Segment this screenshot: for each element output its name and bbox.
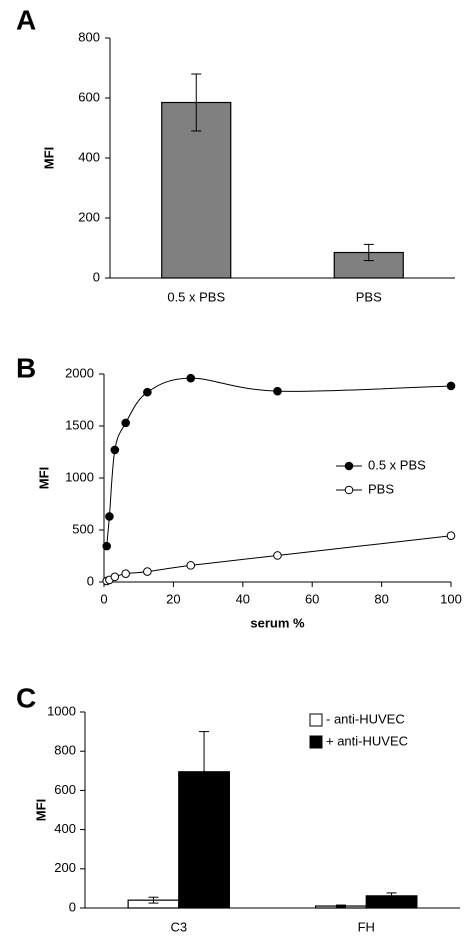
point (273, 551, 282, 560)
y-tick-label: 800 (78, 29, 100, 44)
legend-marker (344, 485, 354, 495)
point (105, 512, 114, 521)
x-axis-label: serum % (250, 615, 305, 630)
legend-label: + anti-HUVEC (326, 733, 408, 748)
x-tick-label: 0.5 x PBS (167, 289, 225, 304)
point (446, 531, 456, 541)
legend-label: - anti-HUVEC (326, 711, 405, 726)
x-tick-label: 100 (440, 591, 462, 606)
error-bar (386, 892, 397, 900)
x-tick-label: 40 (236, 591, 250, 606)
y-tick-label: 1000 (47, 703, 76, 718)
y-tick-label: 200 (54, 860, 76, 875)
y-axis-label: MFI (33, 799, 48, 821)
legend-label: PBS (368, 481, 394, 496)
chart-panel: B MFI 0 500 1000 1500 2000 0 20 40 60 80 100 serum % 0… (16, 352, 462, 630)
bar (161, 101, 232, 279)
y-tick-label: 400 (78, 149, 100, 164)
y-tick-label: 0 (87, 573, 94, 588)
point (121, 569, 130, 578)
point (121, 418, 130, 428)
point (186, 373, 196, 383)
x-tick-label: PBS (356, 289, 382, 304)
legend-swatch (309, 713, 323, 727)
y-tick-label: 600 (78, 89, 100, 104)
y-tick-label: 1000 (65, 469, 94, 484)
error-bar (199, 731, 210, 813)
panel-label: B (16, 352, 36, 383)
point (143, 387, 152, 397)
y-tick-label: 600 (54, 782, 76, 797)
y-tick-label: 2000 (65, 365, 94, 380)
error-bar (335, 904, 346, 908)
y-tick-label: 500 (72, 521, 94, 536)
point (110, 445, 120, 455)
error-bar (191, 73, 202, 132)
point (446, 381, 456, 391)
y-tick-label: 200 (78, 209, 100, 224)
legend-marker (344, 461, 354, 471)
legend-label: 0.5 x PBS (368, 457, 426, 472)
x-tick-label: 20 (166, 591, 180, 606)
y-axis-label: MFI (41, 147, 56, 169)
x-tick-label: FH (358, 919, 375, 934)
error-bar (148, 896, 159, 904)
point (102, 541, 112, 551)
y-tick-label: 1500 (65, 417, 94, 432)
error-bar (363, 243, 374, 262)
point (143, 567, 152, 576)
panel-label: A (16, 4, 36, 35)
chart-panel: C MFI 0 200 400 600 800 1000 C3 FH - anti-HUVEC + a… (16, 682, 460, 934)
panel-label: C (16, 682, 36, 713)
legend-swatch (309, 735, 323, 749)
x-tick-label: 0 (100, 591, 107, 606)
y-tick-label: 400 (54, 821, 76, 836)
x-tick-label: C3 (170, 919, 187, 934)
x-tick-label: 60 (305, 591, 319, 606)
chart-panel: A MFI 0 200 400 600 800 0.5 x PBS PBS (16, 4, 455, 304)
y-axis-label: MFI (36, 467, 51, 489)
y-tick-label: 0 (93, 269, 100, 284)
point (273, 386, 282, 396)
y-tick-label: 0 (69, 899, 76, 914)
y-tick-label: 800 (54, 743, 76, 758)
x-tick-label: 80 (374, 591, 388, 606)
point (110, 572, 120, 582)
point (186, 561, 196, 570)
